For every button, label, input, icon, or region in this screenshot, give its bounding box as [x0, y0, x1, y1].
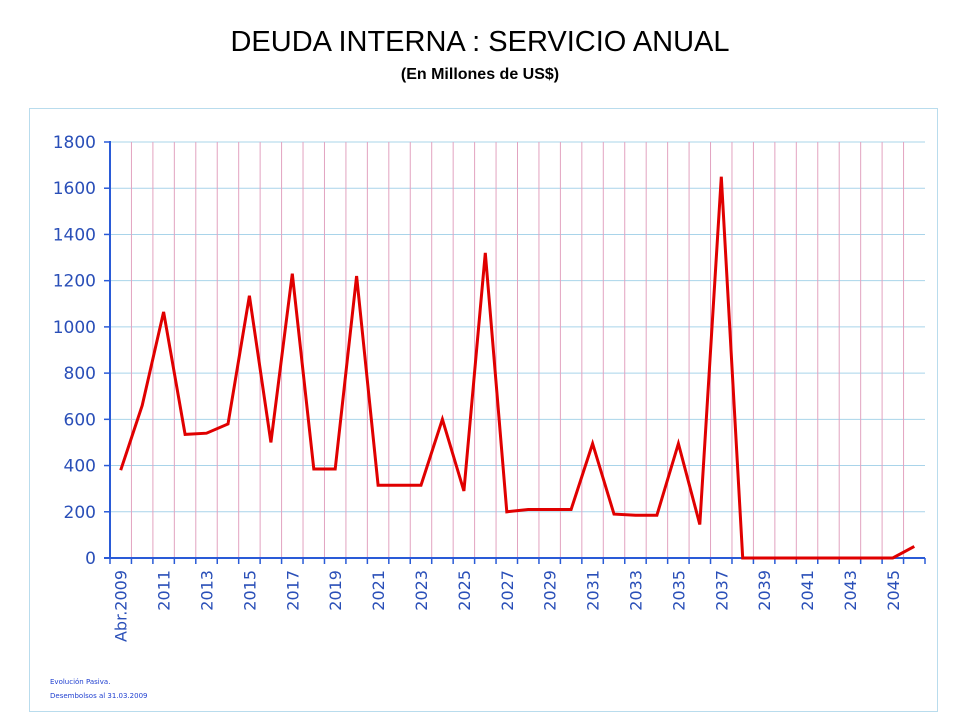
x-tick-label: 2035: [669, 570, 688, 611]
data-point: [870, 557, 873, 560]
x-tick-label: 2025: [455, 570, 474, 611]
data-point: [184, 433, 187, 436]
data-point: [827, 557, 830, 560]
data-point: [848, 557, 851, 560]
x-tick-label: 2023: [412, 570, 431, 611]
x-tick-label: 2045: [884, 570, 903, 611]
x-tick-label: 2029: [541, 570, 560, 611]
data-point: [570, 508, 573, 511]
x-tick-label: 2031: [584, 570, 603, 611]
y-tick-label: 200: [64, 503, 96, 523]
data-point: [484, 251, 487, 254]
x-tick-label: 2015: [240, 570, 259, 611]
data-point: [548, 508, 551, 511]
x-tick-label: 2043: [841, 570, 860, 611]
data-point: [312, 468, 315, 471]
data-point: [291, 272, 294, 275]
x-tick-label: Abr.2009: [112, 570, 131, 642]
chart-frame: [29, 108, 938, 712]
y-tick-label: 1000: [53, 318, 96, 338]
y-tick-label: 1400: [53, 225, 96, 245]
data-point: [141, 404, 144, 407]
y-tick-label: 800: [64, 364, 96, 384]
y-tick-label: 1600: [53, 179, 96, 199]
data-point: [891, 557, 894, 560]
x-tick-label: 2037: [712, 570, 731, 611]
data-point: [763, 557, 766, 560]
data-point: [462, 489, 465, 492]
data-point: [505, 510, 508, 513]
data-point: [720, 175, 723, 178]
data-point: [269, 441, 272, 444]
x-tick-label: 2033: [626, 570, 645, 611]
chart-title: DEUDA INTERNA : SERVICIO ANUAL: [230, 26, 730, 58]
data-point: [441, 418, 444, 421]
data-point: [591, 442, 594, 445]
x-tick-label: 2013: [198, 570, 217, 611]
data-point: [613, 513, 616, 516]
data-point: [806, 557, 809, 560]
x-tick-label: 2019: [326, 570, 345, 611]
chart-subtitle: (En Millones de US$): [400, 66, 560, 83]
data-point: [655, 514, 658, 517]
data-point: [741, 557, 744, 560]
footnote-source: Evolución Pasiva.: [50, 678, 111, 686]
data-point: [398, 484, 401, 487]
data-point: [334, 468, 337, 471]
data-point: [248, 294, 251, 297]
data-point: [226, 422, 229, 425]
x-tick-label: 2021: [369, 570, 388, 611]
data-point: [698, 523, 701, 526]
data-point: [634, 514, 637, 517]
data-point: [205, 432, 208, 435]
y-tick-label: 0: [85, 549, 96, 569]
data-point: [119, 469, 122, 472]
y-tick-label: 400: [64, 457, 96, 477]
y-tick-label: 1800: [53, 133, 96, 153]
data-point: [913, 545, 916, 548]
data-point: [784, 557, 787, 560]
x-tick-label: 2017: [283, 570, 302, 611]
data-point: [377, 484, 380, 487]
x-tick-label: 2027: [498, 570, 517, 611]
data-point: [355, 275, 358, 278]
data-point: [162, 310, 165, 313]
data-series-line: [119, 176, 916, 560]
x-tick-label: 2011: [155, 570, 174, 611]
y-tick-label: 1200: [53, 272, 96, 292]
footnote-date: Desembolsos al 31.03.2009: [50, 692, 148, 700]
x-tick-label: 2039: [755, 570, 774, 611]
x-tick-label: 2041: [798, 570, 817, 611]
data-point: [527, 508, 530, 511]
data-point: [677, 442, 680, 445]
y-tick-label: 600: [64, 410, 96, 430]
data-point: [419, 484, 422, 487]
